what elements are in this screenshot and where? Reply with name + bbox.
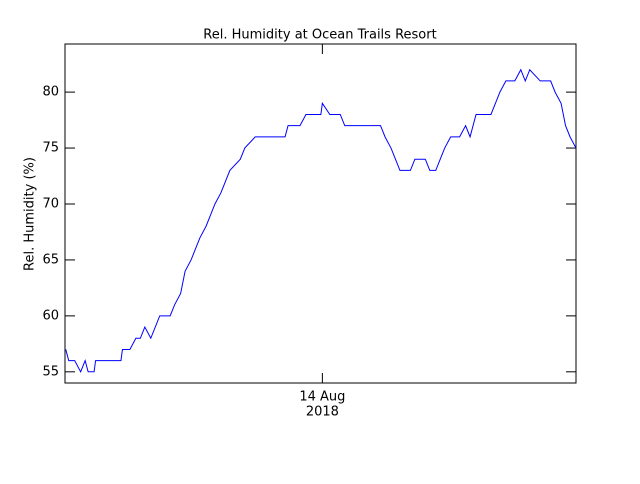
x-axis-label: 2018	[306, 405, 339, 420]
y-tick-label: 60	[42, 308, 59, 323]
plot-frame	[64, 43, 577, 384]
y-tick-label: 65	[42, 252, 59, 267]
y-tick-label: 55	[42, 364, 59, 379]
y-tick-label: 80	[42, 85, 59, 100]
y-tick-label: 75	[42, 141, 59, 156]
data-line	[65, 68, 577, 373]
chart-title: Rel. Humidity at Ocean Trails Resort	[203, 28, 436, 43]
y-axis-label: Rel. Humidity (%)	[23, 157, 38, 271]
x-tick-label: 14 Aug	[299, 390, 345, 405]
y-tick-label: 70	[42, 196, 59, 211]
